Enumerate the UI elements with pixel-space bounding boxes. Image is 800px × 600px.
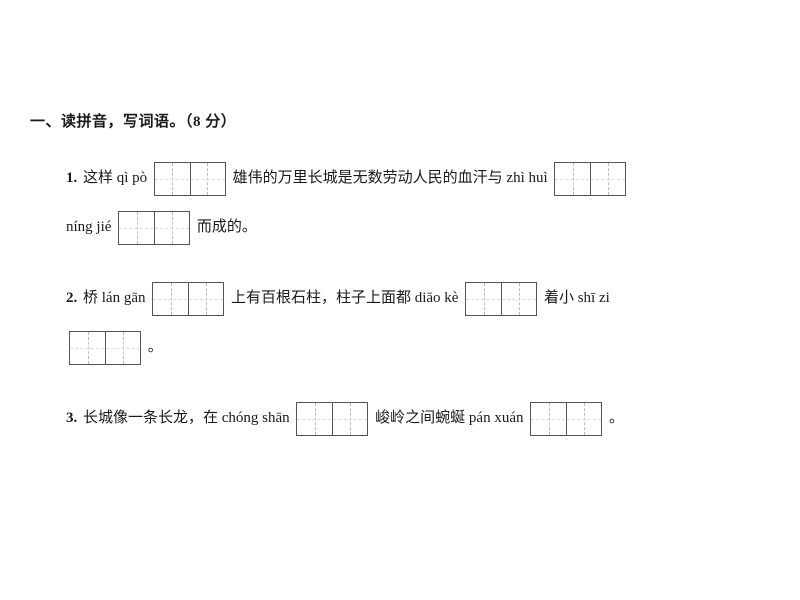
text-segment: 这样 qì pò [83,159,147,198]
text-segment: níng jié [66,208,111,247]
answer-box[interactable] [154,162,226,196]
text-segment: 着小 shī zi [544,279,610,318]
worksheet-page: 一、读拼音，写词语。（8 分） 1. 这样 qì pò 雄伟的万里长城是无数劳动… [0,0,800,500]
answer-box[interactable] [296,402,368,436]
question-number: 1. [66,170,77,186]
answer-box[interactable] [69,331,141,365]
text-segment: 。 [609,399,624,438]
text-segment: 。 [148,328,163,367]
question-1: 1. 这样 qì pò 雄伟的万里长城是无数劳动人民的血汗与 zhì huì n… [66,159,770,247]
text-segment: 而成的。 [197,208,257,247]
question-number: 2. [66,290,77,306]
text-segment: 桥 lán gān [83,279,145,318]
question-number: 3. [66,410,77,426]
answer-box[interactable] [530,402,602,436]
answer-box[interactable] [465,282,537,316]
text-segment: 峻岭之间蜿蜒 pán xuán [375,399,523,438]
text-segment: 雄伟的万里长城是无数劳动人民的血汗与 zhì huì [233,159,548,198]
answer-box[interactable] [554,162,626,196]
text-segment: 长城像一条长龙，在 chóng shān [83,399,290,438]
answer-box[interactable] [152,282,224,316]
section-heading: 一、读拼音，写词语。（8 分） [30,110,770,131]
text-segment: 上有百根石柱，柱子上面都 diāo kè [231,279,458,318]
answer-box[interactable] [118,211,190,245]
question-3: 3. 长城像一条长龙，在 chóng shān 峻岭之间蜿蜒 pán xuán … [66,399,770,438]
question-2: 2. 桥 lán gān 上有百根石柱，柱子上面都 diāo kè 着小 shī… [66,279,770,367]
